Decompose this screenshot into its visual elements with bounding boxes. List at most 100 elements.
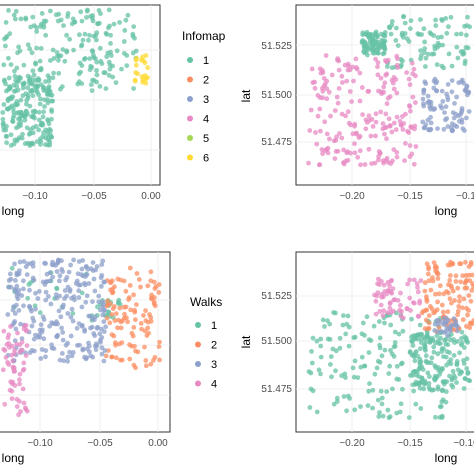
data-point-series-2 <box>435 299 440 305</box>
data-point-series-1 <box>13 8 19 14</box>
data-point-series-1 <box>0 120 6 126</box>
panel-infomap-right: 51.525 51.500 51.475 lat −0.20 −0.15 −0.… <box>239 4 474 218</box>
data-point-series-4 <box>322 119 328 125</box>
data-point-series-1 <box>443 16 449 21</box>
data-point-series-1 <box>416 32 422 37</box>
data-point-series-2 <box>109 354 115 360</box>
data-point-series-4 <box>385 310 391 316</box>
data-point-series-1 <box>115 300 121 306</box>
data-point-series-2 <box>109 278 115 284</box>
data-point-series-6 <box>133 62 139 68</box>
data-point-series-2 <box>446 290 451 296</box>
data-point-series-1 <box>48 8 53 14</box>
data-point-series-4 <box>357 148 363 154</box>
data-point-series-3 <box>422 79 428 85</box>
data-point-series-3 <box>84 346 90 352</box>
data-point-series-3 <box>70 350 76 355</box>
data-point-series-1 <box>12 137 18 143</box>
data-point-series-3 <box>48 301 54 307</box>
data-point-series-1 <box>90 77 95 83</box>
data-point-series-4 <box>3 355 9 360</box>
data-point-series-2 <box>426 326 432 331</box>
data-point-series-1 <box>381 33 387 38</box>
data-point-series-3 <box>99 273 105 278</box>
data-point-series-6 <box>134 55 140 61</box>
data-point-series-1 <box>366 350 372 355</box>
data-point-series-1 <box>37 101 43 107</box>
data-point-series-3 <box>101 319 107 325</box>
data-point-series-3 <box>454 124 460 129</box>
data-point-series-1 <box>346 343 352 349</box>
data-point-series-2 <box>148 315 154 320</box>
data-point-series-2 <box>133 365 138 371</box>
points-layer <box>0 7 151 148</box>
data-point-series-4 <box>382 131 387 137</box>
data-point-series-2 <box>465 312 470 318</box>
data-point-series-1 <box>33 60 38 66</box>
data-point-series-1 <box>309 360 315 366</box>
data-point-series-4 <box>354 131 359 137</box>
data-point-series-4 <box>366 146 372 152</box>
data-point-series-1 <box>43 32 49 38</box>
data-point-series-2 <box>463 273 469 278</box>
data-point-series-1 <box>369 42 375 47</box>
data-point-series-2 <box>133 317 138 323</box>
data-point-series-3 <box>443 329 449 334</box>
data-point-series-1 <box>425 51 431 57</box>
data-point-series-3 <box>62 288 68 293</box>
y-tick-label: 51.500 <box>261 90 292 101</box>
data-point-series-1 <box>316 367 322 373</box>
data-point-series-1 <box>94 37 99 43</box>
data-point-series-3 <box>453 322 459 328</box>
data-point-series-1 <box>418 359 424 365</box>
y-tick-label: 51.475 <box>261 137 292 148</box>
data-point-series-1 <box>370 387 376 393</box>
data-point-series-1 <box>30 93 36 99</box>
data-point-series-4 <box>373 111 379 117</box>
data-point-series-4 <box>373 119 379 125</box>
data-point-series-1 <box>10 106 16 111</box>
data-point-series-3 <box>43 348 49 353</box>
data-point-series-1 <box>117 20 122 25</box>
data-point-series-1 <box>17 135 22 140</box>
data-point-series-3 <box>97 331 103 337</box>
data-point-series-1 <box>327 337 333 342</box>
data-point-series-1 <box>50 47 56 53</box>
data-point-series-2 <box>148 269 154 275</box>
data-point-series-1 <box>398 361 404 367</box>
data-point-series-3 <box>65 354 71 360</box>
data-point-series-4 <box>308 107 314 113</box>
data-point-series-1 <box>345 313 351 319</box>
data-point-series-2 <box>105 298 110 304</box>
data-point-series-1 <box>106 25 111 31</box>
data-point-series-1 <box>427 374 432 379</box>
data-point-series-1 <box>102 70 108 76</box>
data-point-series-2 <box>430 278 436 284</box>
data-point-series-4 <box>398 290 403 296</box>
data-point-series-3 <box>76 288 82 294</box>
data-point-series-3 <box>46 294 51 299</box>
data-point-series-1 <box>35 89 40 95</box>
data-point-series-2 <box>117 305 123 311</box>
y-tick-label: 51.475 <box>261 384 292 395</box>
data-point-series-4 <box>320 95 325 101</box>
data-point-series-2 <box>471 318 474 323</box>
data-point-series-2 <box>131 325 137 330</box>
data-point-series-4 <box>383 111 389 117</box>
data-point-series-1 <box>391 354 397 359</box>
data-point-series-1 <box>78 9 84 15</box>
data-point-series-2 <box>109 312 115 317</box>
data-point-series-1 <box>437 404 443 410</box>
data-point-series-4 <box>24 408 30 414</box>
data-point-series-1 <box>418 346 423 352</box>
data-point-series-4 <box>20 386 26 392</box>
data-point-series-4 <box>380 121 386 126</box>
data-point-series-3 <box>89 324 95 330</box>
data-point-series-1 <box>1 62 7 68</box>
data-point-series-4 <box>326 89 332 95</box>
data-point-series-1 <box>87 56 93 61</box>
data-point-series-3 <box>425 117 431 123</box>
data-point-series-2 <box>122 311 127 317</box>
data-point-series-1 <box>45 135 51 141</box>
data-point-series-1 <box>31 113 36 119</box>
